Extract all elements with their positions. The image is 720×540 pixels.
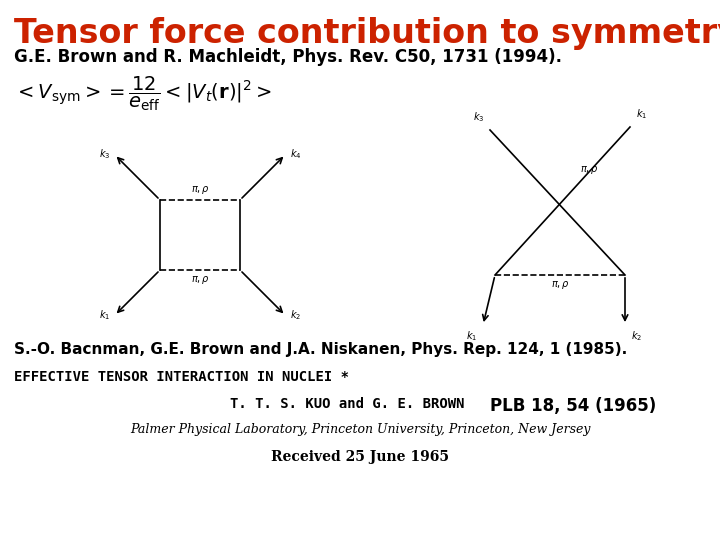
Text: $k_3$: $k_3$ (472, 110, 484, 124)
Text: $k_2$: $k_2$ (289, 308, 301, 322)
Text: Received 25 June 1965: Received 25 June 1965 (271, 450, 449, 464)
Text: $k_1$: $k_1$ (466, 329, 477, 343)
Text: $< V_{\rm sym}> = \dfrac{12}{e_{\rm eff}} < |V_t({\bf r})|^2 >$: $< V_{\rm sym}> = \dfrac{12}{e_{\rm eff}… (14, 75, 272, 113)
Text: $k_2$: $k_2$ (631, 329, 642, 343)
Text: $\pi, \rho$: $\pi, \rho$ (580, 164, 599, 176)
Text: $\pi, \rho$: $\pi, \rho$ (191, 274, 210, 286)
Text: Tensor force contribution to symmetry energy: Tensor force contribution to symmetry en… (14, 17, 720, 50)
Text: $\pi, \rho$: $\pi, \rho$ (551, 279, 570, 291)
Text: EFFECTIVE TENSOR INTERACTION IN NUCLEI *: EFFECTIVE TENSOR INTERACTION IN NUCLEI * (14, 370, 349, 384)
Text: Palmer Physical Laboratory, Princeton University, Princeton, New Jersey: Palmer Physical Laboratory, Princeton Un… (130, 423, 590, 436)
Text: $k_1$: $k_1$ (636, 107, 647, 121)
Text: $k_4$: $k_4$ (289, 147, 301, 161)
Text: $k_3$: $k_3$ (99, 147, 110, 161)
Text: G.E. Brown and R. Machleidt, Phys. Rev. C50, 1731 (1994).: G.E. Brown and R. Machleidt, Phys. Rev. … (14, 48, 562, 66)
Text: PLB 18, 54 (1965): PLB 18, 54 (1965) (490, 397, 656, 415)
Text: $\pi, \rho$: $\pi, \rho$ (191, 184, 210, 196)
Text: T. T. S. KUO and G. E. BROWN: T. T. S. KUO and G. E. BROWN (230, 397, 464, 411)
Text: $k_1$: $k_1$ (99, 308, 110, 322)
Text: S.-O. Bacnman, G.E. Brown and J.A. Niskanen, Phys. Rep. 124, 1 (1985).: S.-O. Bacnman, G.E. Brown and J.A. Niska… (14, 342, 627, 357)
